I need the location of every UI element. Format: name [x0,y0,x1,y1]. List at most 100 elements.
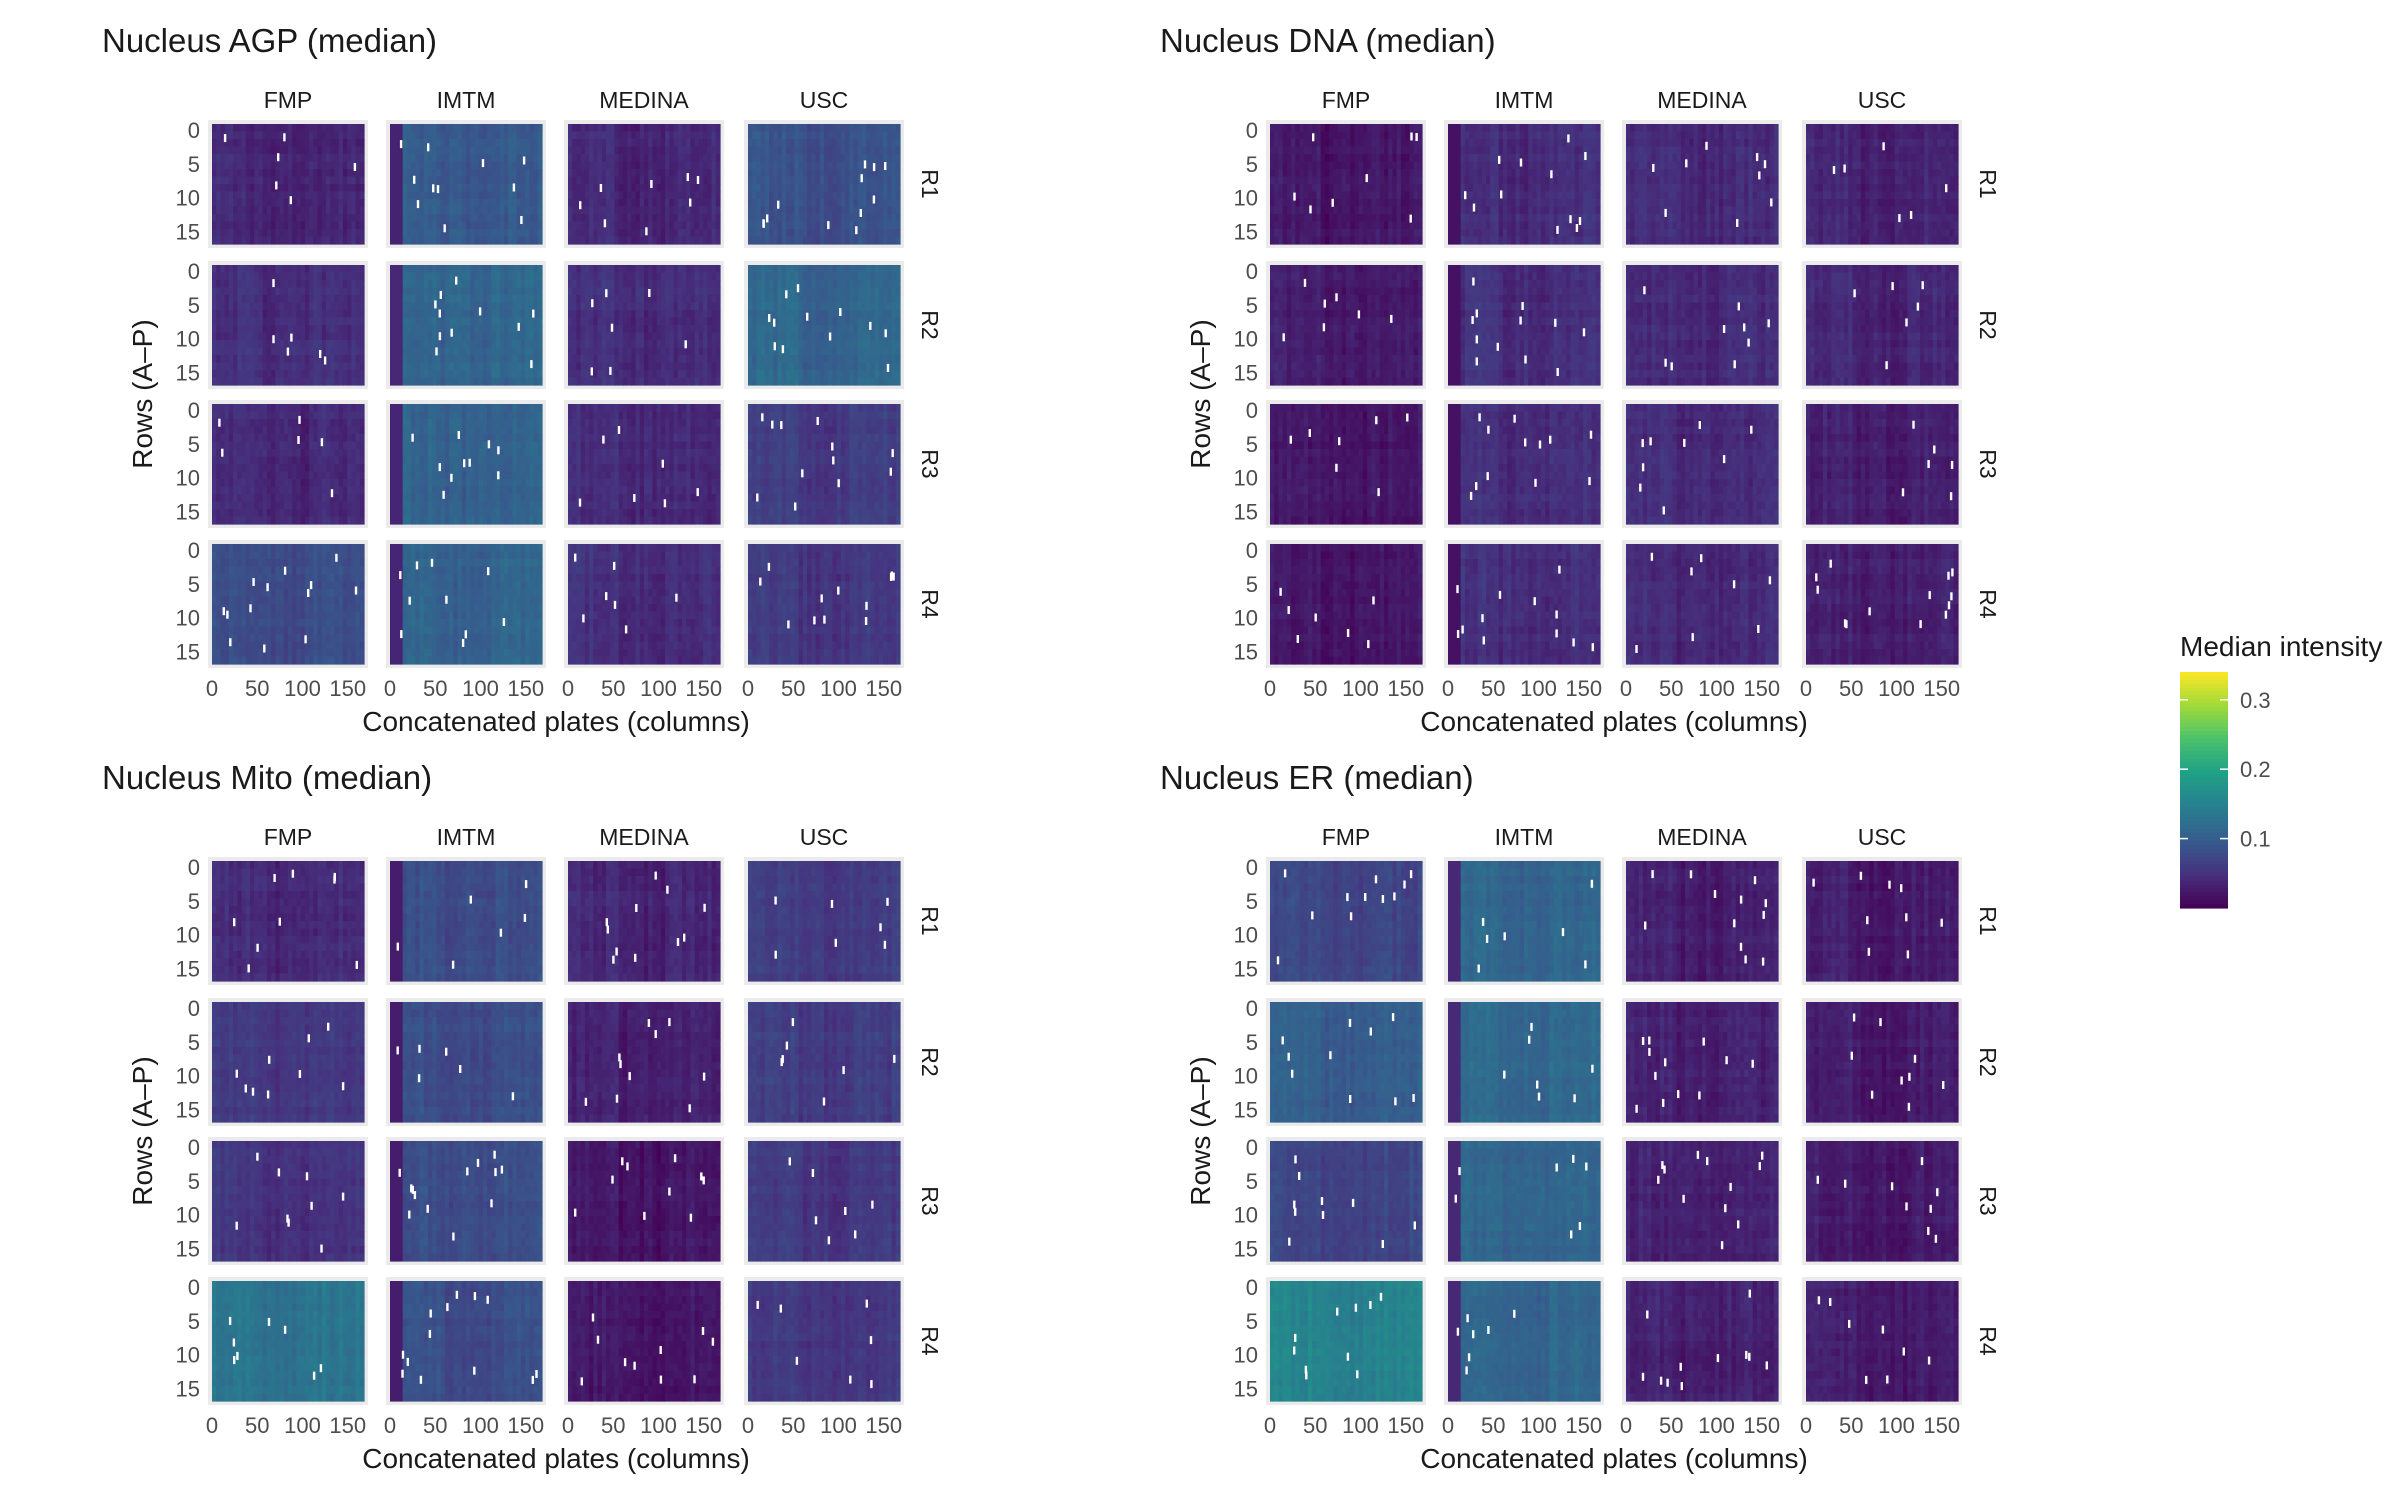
heatmap-cell [892,207,897,215]
heatmap-cell [504,192,509,200]
heatmap-cell [682,214,687,222]
heatmap-cell [593,132,598,140]
heatmap-cell [765,169,770,177]
outlier-well [437,185,439,193]
heatmap-cell [474,310,479,318]
heatmap-cell [258,265,263,273]
heatmap-cell [790,199,795,207]
heatmap-cell [428,303,433,311]
heatmap-cell [436,139,441,147]
heatmap-cell [343,124,348,132]
heatmap-cell [216,222,221,230]
heatmap-cell [237,207,242,215]
heatmap-cell [640,147,645,155]
heatmap-cell [892,169,897,177]
heatmap-cell [786,214,791,222]
heatmap-cell [233,355,238,363]
heatmap-cell [849,139,854,147]
heatmap-cell [773,154,778,162]
heatmap-cell [250,325,255,333]
outlier-well [520,216,522,224]
heatmap-cell [837,214,842,222]
heatmap-cell [258,348,263,356]
heatmap-cell [748,169,753,177]
heatmap-cell [508,162,513,170]
heatmap-cell [870,154,875,162]
heatmap-cell [466,207,471,215]
outlier-well [884,162,886,170]
heatmap-cell [347,162,352,170]
heatmap-cell [347,355,352,363]
heatmap-cell [322,214,327,222]
heatmap-cell [267,288,272,296]
heatmap-cell [453,132,458,140]
heatmap-cell [453,169,458,177]
heatmap-cell [267,348,272,356]
heatmap-cell [301,169,306,177]
heatmap-cell [690,222,695,230]
heatmap-cell [258,333,263,341]
heatmap-cell [318,280,323,288]
heatmap-cell [504,295,509,303]
heatmap-cell [326,378,331,386]
heatmap-cell [229,199,234,207]
heatmap-cell [769,222,774,230]
heatmap-cell [356,288,361,296]
heatmap-cell [347,139,352,147]
heatmap-cell [657,154,662,162]
y-tick-label: 0 [188,538,200,563]
heatmap-cell [525,177,530,185]
heatmap-cell [661,169,666,177]
heatmap-cell [695,199,700,207]
heatmap-cell [652,184,657,192]
heatmap-cell [229,154,234,162]
heatmap-cell [799,154,804,162]
heatmap-cell [458,229,463,237]
heatmap-cell [296,177,301,185]
heatmap-cell [623,154,628,162]
outlier-well [600,184,602,192]
heatmap-cell [254,192,259,200]
heatmap-cell [686,154,691,162]
heatmap-cell [301,280,306,288]
heatmap-cell [517,310,522,318]
heatmap-cell [280,184,285,192]
heatmap-cell [665,229,670,237]
heatmap-cell [517,162,522,170]
facet-row-label: R4 [917,589,943,619]
heatmap-cell [534,237,539,245]
heatmap-cell [212,273,217,281]
heatmap-cell [318,363,323,371]
heatmap-cell [292,154,297,162]
heatmap-cell [343,310,348,318]
heatmap-cell [470,273,475,281]
heatmap-cell [356,139,361,147]
heatmap-cell [271,310,276,318]
heatmap-cell [883,169,888,177]
heatmap-cell [474,154,479,162]
heatmap-cell [623,192,628,200]
heatmap-cell [585,154,590,162]
heatmap-cell [415,154,420,162]
heatmap-cell [212,207,217,215]
heatmap-cell [712,214,717,222]
heatmap-cell [748,177,753,185]
heatmap-cell [496,265,501,273]
heatmap-cell [623,222,628,230]
heatmap-cell [521,265,526,273]
heatmap-cell [242,124,247,132]
heatmap-cell [686,229,691,237]
heatmap-cell [479,295,484,303]
heatmap-cell [254,295,259,303]
heatmap-cell [470,207,475,215]
heatmap-cell [275,318,280,326]
heatmap-cell [432,132,437,140]
heatmap-cell [351,124,356,132]
heatmap-cell [246,237,251,245]
heatmap-cell [347,124,352,132]
heatmap-cell [428,222,433,230]
heatmap-cell [301,124,306,132]
heatmap-cell [212,295,217,303]
heatmap-cell [330,237,335,245]
heatmap-cell [449,147,454,155]
